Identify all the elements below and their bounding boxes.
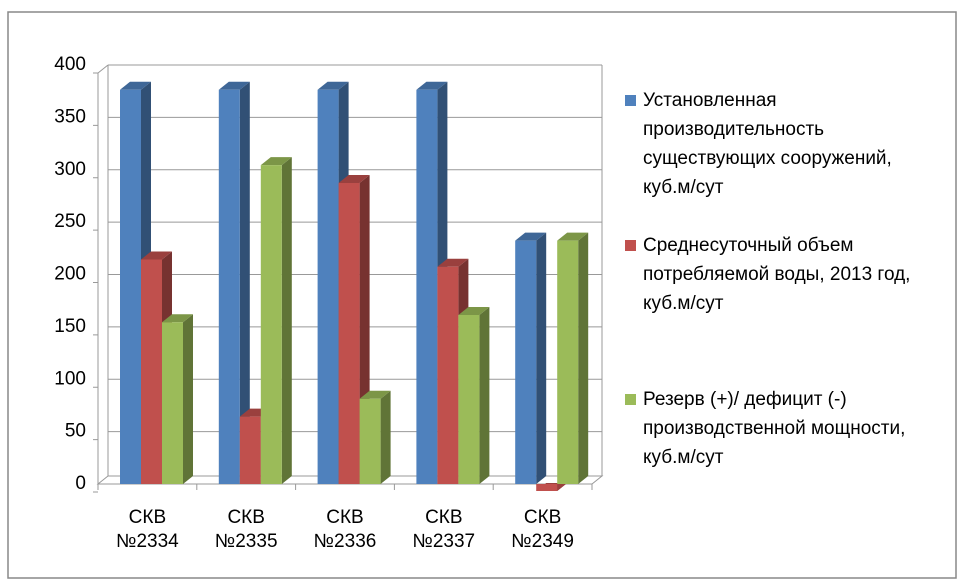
y-tick-label: 400 xyxy=(54,54,86,75)
bar-top xyxy=(162,314,193,323)
bar-front xyxy=(458,314,480,484)
legend-swatch xyxy=(625,394,636,405)
bar-top xyxy=(338,174,370,183)
x-tick-label: СКВ №2335 xyxy=(214,507,278,552)
bar xyxy=(458,306,490,484)
bar-front xyxy=(141,259,162,484)
bar xyxy=(162,314,193,484)
bar-front xyxy=(416,89,438,484)
legend-label: Среднесуточный объем потребляемой воды, … xyxy=(643,235,911,314)
bar-front xyxy=(239,416,261,484)
bar-front xyxy=(317,89,339,484)
x-tick-label: СКВ №2337 xyxy=(412,507,476,552)
bar-top xyxy=(458,306,490,315)
legend-item: Среднесуточный объем потребляемой воды, … xyxy=(625,231,955,318)
bar xyxy=(515,232,547,484)
y-tick-label: 150 xyxy=(54,316,86,337)
bar-top xyxy=(218,81,250,90)
bar-front xyxy=(260,165,282,484)
bar-top xyxy=(557,232,589,241)
bar-side xyxy=(380,390,391,484)
bar-side xyxy=(479,306,490,484)
y-tick-label: 100 xyxy=(54,368,86,389)
bar-side xyxy=(281,157,292,484)
bar-front xyxy=(536,484,558,491)
bar-top xyxy=(515,232,547,241)
legend-swatch xyxy=(625,95,636,106)
bar xyxy=(260,157,292,484)
bar-front xyxy=(162,322,183,484)
bar-front xyxy=(338,182,360,485)
bar-top xyxy=(317,81,349,90)
bar-front xyxy=(218,89,240,484)
x-tick-label: СКВ №2349 xyxy=(511,507,574,552)
bar-top xyxy=(359,390,391,399)
bar-front xyxy=(120,89,141,484)
y-tick-label: 50 xyxy=(65,421,86,442)
bar-front xyxy=(557,240,579,484)
bar-side xyxy=(183,314,193,484)
y-tick-label: 300 xyxy=(54,159,86,180)
y-tick-label: 200 xyxy=(54,264,86,285)
bar-side xyxy=(578,232,589,484)
y-axis-depth xyxy=(97,64,109,74)
bar-side xyxy=(239,81,250,484)
bar-top xyxy=(437,258,469,267)
bar-side xyxy=(536,232,547,484)
y-tick-label: 0 xyxy=(75,473,86,494)
legend-label: Резерв (+)/ дефицит (-) производственной… xyxy=(643,389,906,468)
legend-swatch xyxy=(625,240,636,251)
bar-top xyxy=(120,81,151,90)
x-tick-label: СКВ №2336 xyxy=(313,507,377,552)
legend-label: Установленная производительность существ… xyxy=(643,90,892,198)
bar xyxy=(218,81,250,484)
legend-item: Резерв (+)/ дефицит (-) производственной… xyxy=(625,385,955,472)
x-tick-label: СКВ №2334 xyxy=(116,507,179,552)
bar xyxy=(557,232,589,484)
bar-front xyxy=(359,398,381,484)
legend-item: Установленная производительность существ… xyxy=(625,86,955,202)
y-tick-label: 350 xyxy=(54,106,86,127)
y-tick-label: 250 xyxy=(54,211,86,232)
bar-top xyxy=(260,157,292,166)
bar-top xyxy=(416,81,448,90)
bar-front xyxy=(437,266,459,484)
bar-top xyxy=(141,251,172,260)
bar-front xyxy=(515,240,537,484)
bar xyxy=(359,390,391,484)
